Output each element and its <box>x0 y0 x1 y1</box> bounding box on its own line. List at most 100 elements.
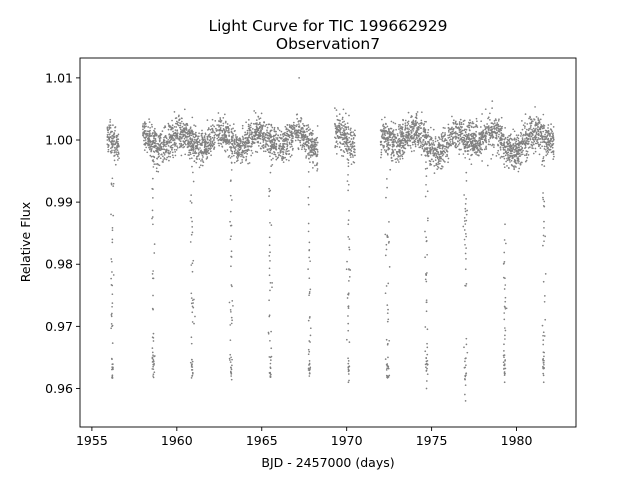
data-point <box>545 154 548 157</box>
data-point <box>242 140 244 143</box>
data-point <box>152 354 154 357</box>
data-point <box>384 292 387 295</box>
data-point <box>143 139 145 142</box>
data-point <box>116 140 119 143</box>
data-point <box>504 137 507 140</box>
data-point <box>215 129 218 132</box>
data-point <box>160 148 163 151</box>
data-point <box>190 148 193 150</box>
data-point <box>341 116 344 119</box>
data-point <box>282 151 285 154</box>
data-point <box>384 233 387 236</box>
data-point <box>232 127 234 130</box>
data-point <box>461 129 464 132</box>
data-point <box>253 138 255 140</box>
data-point <box>281 159 284 162</box>
data-point <box>209 136 211 138</box>
data-point <box>396 157 398 160</box>
data-point <box>407 123 410 125</box>
data-point <box>307 137 310 140</box>
data-point <box>268 151 270 153</box>
data-point <box>432 152 434 155</box>
data-point <box>224 141 227 144</box>
data-point <box>189 149 191 151</box>
data-point <box>464 268 467 271</box>
data-point <box>195 145 198 148</box>
data-point <box>353 133 356 135</box>
data-point <box>497 149 500 152</box>
data-point <box>204 142 206 145</box>
data-point <box>495 127 497 130</box>
data-point <box>151 187 154 190</box>
data-point <box>460 148 462 151</box>
data-point <box>460 121 463 124</box>
data-point <box>485 146 487 149</box>
data-point <box>386 139 389 142</box>
data-point <box>411 134 413 137</box>
data-point <box>413 137 415 140</box>
data-point <box>234 149 237 151</box>
data-point <box>185 143 187 146</box>
data-point <box>410 116 412 119</box>
data-point <box>110 130 112 133</box>
data-point <box>339 131 342 134</box>
data-point <box>532 131 535 133</box>
data-point <box>108 126 111 128</box>
data-point <box>288 136 291 139</box>
data-point <box>106 139 109 141</box>
data-point <box>191 360 194 363</box>
data-point <box>229 124 231 127</box>
data-point <box>284 125 287 128</box>
data-point <box>270 146 273 149</box>
data-point <box>219 120 222 123</box>
data-point <box>154 132 157 135</box>
data-point <box>236 136 239 138</box>
data-point <box>429 146 432 149</box>
data-point <box>310 134 313 137</box>
data-point <box>394 137 397 139</box>
data-point <box>178 119 180 121</box>
data-point <box>393 154 395 156</box>
data-point <box>287 128 289 131</box>
data-point <box>268 190 271 193</box>
data-point <box>478 133 481 136</box>
data-point <box>282 161 285 164</box>
data-point <box>408 130 410 133</box>
data-point <box>352 145 355 148</box>
data-point <box>431 143 434 146</box>
data-point <box>295 134 297 137</box>
data-point <box>462 123 465 126</box>
data-point <box>465 343 468 346</box>
data-point <box>190 233 193 236</box>
data-point <box>187 142 189 144</box>
data-point <box>395 128 397 131</box>
data-point <box>340 123 342 126</box>
data-point <box>525 154 528 156</box>
data-point <box>194 133 197 136</box>
data-point <box>188 154 191 156</box>
data-point <box>406 139 409 142</box>
data-point <box>525 152 528 155</box>
data-point <box>541 141 544 143</box>
data-point <box>268 140 270 142</box>
data-point <box>269 130 272 132</box>
data-point <box>424 195 427 198</box>
data-point <box>238 143 241 146</box>
data-point <box>524 113 527 116</box>
data-point <box>503 318 506 321</box>
data-point <box>201 132 204 135</box>
data-point <box>425 148 427 150</box>
data-point <box>508 149 510 151</box>
data-point <box>151 126 153 128</box>
data-point <box>444 133 446 136</box>
data-point <box>142 131 145 134</box>
data-point <box>386 137 389 140</box>
data-point <box>525 136 528 139</box>
data-point <box>412 143 414 146</box>
data-point <box>341 154 343 157</box>
data-point <box>474 133 477 136</box>
data-point <box>461 136 464 139</box>
data-point <box>209 137 212 140</box>
data-point <box>226 123 229 125</box>
data-point <box>504 307 507 310</box>
